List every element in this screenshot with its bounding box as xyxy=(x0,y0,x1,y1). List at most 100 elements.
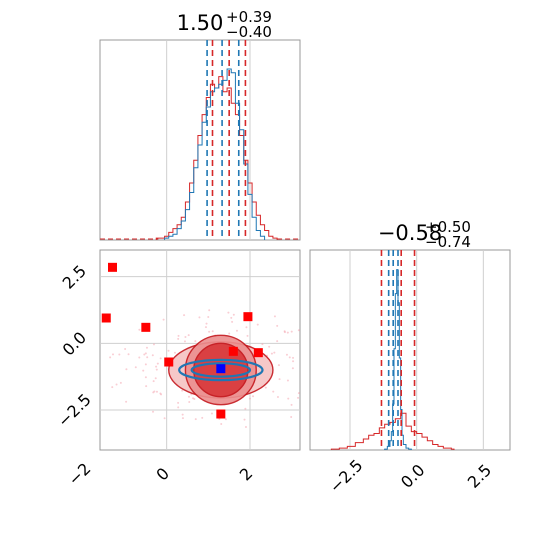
sample-point xyxy=(183,340,186,343)
title-lower-error: −0.74 xyxy=(425,233,471,251)
sample-point xyxy=(163,417,166,420)
sample-point xyxy=(155,365,158,368)
sample-point xyxy=(177,406,180,409)
sample-point xyxy=(198,316,201,319)
red-square-marker xyxy=(216,409,226,419)
sample-point xyxy=(177,401,180,404)
sample-point xyxy=(152,343,155,346)
sample-point xyxy=(138,356,141,359)
sample-point xyxy=(155,390,158,393)
sample-point xyxy=(290,403,293,406)
sample-point xyxy=(290,330,293,333)
sample-point xyxy=(144,376,147,379)
sample-point xyxy=(124,348,127,351)
sample-point xyxy=(159,392,162,395)
marginal-histogram-param-1: 1.50 +0.39 −0.40 xyxy=(99,8,301,241)
sample-point xyxy=(138,328,141,331)
sample-point xyxy=(181,389,184,392)
sample-point xyxy=(127,353,130,356)
sample-point xyxy=(220,422,223,425)
sample-point xyxy=(208,309,211,312)
panel-frame xyxy=(99,39,301,241)
sample-point xyxy=(256,323,259,326)
sample-point xyxy=(230,316,233,319)
sample-point xyxy=(277,364,280,367)
red-square-marker xyxy=(108,262,117,272)
blue-contour-level xyxy=(178,358,264,382)
red-square-marker xyxy=(164,357,174,367)
sample-point xyxy=(228,332,231,335)
sample-point xyxy=(268,345,271,348)
sample-point xyxy=(273,351,276,354)
sample-point xyxy=(286,331,289,334)
sample-point xyxy=(276,324,279,327)
sample-point xyxy=(109,356,112,359)
sample-point xyxy=(291,367,294,370)
sample-point xyxy=(297,329,300,332)
histogram-series xyxy=(100,68,300,240)
sample-point xyxy=(292,356,295,359)
sample-point xyxy=(264,386,267,389)
sample-point xyxy=(145,346,148,349)
sample-point xyxy=(119,381,122,384)
grid-lines xyxy=(166,40,251,240)
sample-point xyxy=(152,380,155,383)
sample-point xyxy=(155,368,158,371)
sample-point xyxy=(111,386,114,389)
sample-point xyxy=(205,322,208,325)
sample-point xyxy=(227,311,230,314)
sample-point xyxy=(194,418,197,421)
sample-point xyxy=(142,369,145,372)
sample-point xyxy=(204,326,207,329)
sample-point xyxy=(243,418,246,421)
sample-point xyxy=(232,313,235,316)
histogram-step-line xyxy=(164,68,266,240)
red-square-marker xyxy=(141,322,151,332)
sample-point xyxy=(118,353,121,356)
sample-point xyxy=(146,356,149,359)
blue-square-marker xyxy=(216,364,226,374)
panel-title: 1.50 xyxy=(177,11,224,35)
red-square-marker xyxy=(101,313,111,323)
sample-point xyxy=(288,356,291,359)
sample-point xyxy=(125,368,128,371)
sample-point xyxy=(210,412,213,415)
sample-point xyxy=(207,316,210,319)
sample-point xyxy=(187,395,190,398)
sample-point xyxy=(193,397,196,400)
quantile-lines xyxy=(206,40,247,240)
sample-point xyxy=(144,352,147,355)
sample-point xyxy=(152,410,155,413)
title-lower-error: −0.40 xyxy=(226,23,272,41)
sample-point xyxy=(283,331,286,334)
sample-point xyxy=(270,352,273,355)
sample-point xyxy=(177,337,180,340)
sample-point xyxy=(276,395,279,398)
title-upper-error: +0.39 xyxy=(226,8,272,26)
sample-point xyxy=(248,397,251,400)
sample-point xyxy=(297,396,300,399)
sample-point xyxy=(201,416,204,419)
sample-point xyxy=(156,362,159,365)
red-square-marker xyxy=(253,348,263,358)
sample-point xyxy=(184,335,187,338)
sample-point xyxy=(167,349,170,352)
sample-point xyxy=(154,377,157,380)
histogram-series xyxy=(330,269,455,450)
red-square-marker xyxy=(228,346,238,356)
sample-point xyxy=(125,400,128,403)
sample-point xyxy=(273,315,276,318)
sample-point xyxy=(252,395,255,398)
sample-point xyxy=(272,390,275,393)
sample-point xyxy=(231,320,234,323)
sample-point xyxy=(115,383,118,386)
sample-point xyxy=(292,360,295,363)
sample-point xyxy=(245,326,248,329)
sample-point xyxy=(183,314,186,317)
sample-point xyxy=(134,366,137,369)
sample-point xyxy=(290,415,293,418)
sample-point xyxy=(244,425,247,428)
sample-point xyxy=(162,318,165,321)
sample-point xyxy=(287,397,290,400)
